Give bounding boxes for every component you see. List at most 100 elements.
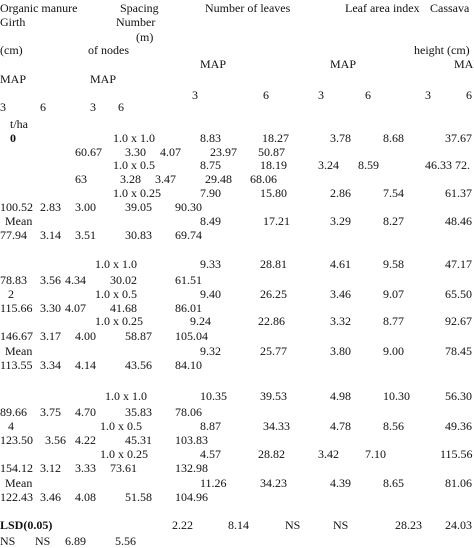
table-cell: 9.40: [200, 287, 221, 301]
header-text: 6: [118, 100, 124, 114]
table-cell: 4.22: [75, 433, 96, 447]
header-text: 6: [466, 88, 472, 102]
table-cell: 58.87: [125, 329, 152, 343]
header-text: Girth: [0, 15, 26, 29]
table-cell: 37.67: [445, 131, 472, 145]
header-text: 3: [0, 100, 6, 114]
table-cell: 4.08: [75, 490, 96, 504]
table-cell: 4.39: [330, 476, 351, 490]
table-cell: 69.74: [175, 228, 202, 242]
table-cell: 1.0 x 1.0: [95, 257, 137, 271]
table-cell: 113.55: [0, 358, 33, 372]
table-cell: 4.78: [330, 419, 351, 433]
table-cell: 3.80: [330, 344, 351, 358]
table-cell: 30.02: [110, 273, 137, 287]
table-cell: 81.06: [445, 476, 472, 490]
table-cell: 1.0 x 1.0: [113, 131, 155, 145]
header-text: 3: [192, 88, 198, 102]
table-cell: 154.12: [0, 461, 33, 475]
table-cell: 3.46: [40, 490, 61, 504]
table-cell: 8.59: [358, 158, 379, 172]
table-cell: 84.10: [175, 358, 202, 372]
table-cell: 132.98: [175, 461, 208, 475]
table-cell: 4.70: [75, 405, 96, 419]
table-cell: 3.51: [75, 228, 96, 242]
table-cell: 28.82: [258, 447, 285, 461]
table-cell: 4: [8, 419, 14, 433]
table-cell: 43.56: [125, 358, 152, 372]
table-cell: NS: [333, 518, 349, 532]
table-cell: 8.27: [383, 214, 404, 228]
table-cell: 3.14: [40, 228, 61, 242]
table-cell: Mean: [5, 214, 33, 228]
table-cell: 25.77: [260, 344, 287, 358]
table-cell: 4.07: [160, 145, 181, 159]
table-cell: 9.07: [383, 287, 404, 301]
table-cell: 1.0 x 0.25: [100, 447, 148, 461]
table-cell: 34.23: [260, 476, 287, 490]
table-cell: 51.58: [125, 490, 152, 504]
header-text: MAP: [330, 57, 357, 71]
table-cell: 78.83: [0, 273, 27, 287]
table-cell: 1.0 x 1.0: [105, 389, 147, 403]
table-cell: 73.61: [110, 461, 137, 475]
table-cell: 3.34: [40, 358, 61, 372]
header-text: Leaf area index: [345, 1, 420, 15]
table-cell: 35.83: [125, 405, 152, 419]
table-cell: 3.75: [40, 405, 61, 419]
table-cell: 90.30: [175, 200, 202, 214]
table-cell: 8.49: [200, 214, 221, 228]
table-cell: 7.54: [383, 186, 404, 200]
table-cell: 60.67: [75, 145, 102, 159]
table-cell: 92.67: [445, 314, 472, 328]
table-cell: 49.36: [445, 419, 472, 433]
table-cell: 3.17: [40, 329, 61, 343]
table-cell: 8.87: [200, 419, 221, 433]
table-cell: 65.50: [445, 287, 472, 301]
table-cell: 56.30: [445, 389, 472, 403]
table-cell: 29.48: [205, 172, 232, 186]
table-cell: 146.67: [0, 329, 33, 343]
table-cell: 78.45: [445, 344, 472, 358]
header-text: MAP: [200, 57, 227, 71]
table-cell: 1.0 x 0.5: [100, 419, 142, 433]
table-cell: 4.34: [65, 273, 86, 287]
table-cell: 3.56: [40, 273, 61, 287]
header-text: (m): [136, 30, 154, 44]
table-cell: 39.05: [125, 200, 152, 214]
table-cell: 3.78: [330, 131, 351, 145]
table-cell: 103.83: [175, 433, 208, 447]
table-cell: 104.96: [175, 490, 208, 504]
header-text: Cassava: [430, 1, 470, 15]
header-text: Number of leaves: [205, 1, 291, 15]
table-cell: 9.33: [200, 257, 221, 271]
table-cell: 8.68: [383, 131, 404, 145]
header-text: 3: [318, 88, 324, 102]
table-cell: 26.25: [260, 287, 287, 301]
table-cell: 3.56: [45, 433, 66, 447]
table-cell: 3.47: [155, 172, 176, 186]
table-cell: 11.26: [200, 476, 227, 490]
header-text: MAP: [454, 57, 474, 71]
table-cell: 41.68: [110, 301, 137, 315]
table-cell: 22.86: [258, 314, 285, 328]
header-text: 6: [365, 88, 371, 102]
table-cell: 28.81: [260, 257, 287, 271]
table-cell: 68.06: [250, 172, 277, 186]
header-text: MAP: [90, 72, 117, 86]
header-text: height (cm): [414, 43, 470, 57]
table-cell: 3.00: [75, 200, 96, 214]
table-cell: 4.61: [330, 257, 351, 271]
table-cell: 4.00: [75, 329, 96, 343]
table-cell: NS: [0, 534, 16, 548]
header-text: t/ha: [10, 117, 28, 131]
table-cell: 4.07: [65, 301, 86, 315]
table-cell: 2: [8, 287, 14, 301]
table-cell: 8.77: [383, 314, 404, 328]
table-cell: 78.06: [175, 405, 202, 419]
table-cell: 18.27: [262, 131, 289, 145]
table-cell: 47.17: [445, 257, 472, 271]
table-cell: 9.32: [200, 344, 221, 358]
table-cell: 7.90: [200, 186, 221, 200]
